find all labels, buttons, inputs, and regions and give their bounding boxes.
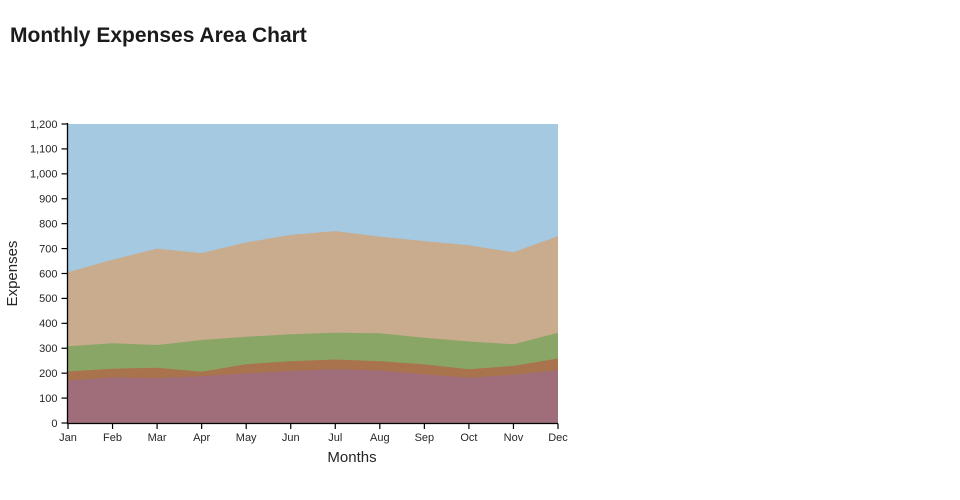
- y-tick-label: 600: [39, 268, 57, 280]
- x-tick-label: Feb: [103, 432, 122, 444]
- x-tick-label: Jul: [328, 432, 342, 444]
- area-series-4-red: [68, 358, 558, 423]
- area-series-group: [68, 124, 558, 423]
- y-tick-label: 800: [39, 218, 57, 230]
- area-series-3-green: [68, 332, 558, 423]
- y-tick-label: 900: [39, 194, 57, 206]
- x-tick-label: Apr: [193, 432, 210, 444]
- y-tick-label: 1,000: [30, 169, 58, 181]
- y-tick-label: 0: [51, 418, 57, 430]
- x-axis-title: Months: [327, 449, 376, 466]
- axes-group: 0 100 200 300 400 500 600 700 800 900 1,000 1,100 1,…: [30, 119, 568, 444]
- x-tick-label: Nov: [504, 432, 524, 444]
- x-tick-label: Jun: [282, 432, 300, 444]
- y-tick-label: 500: [39, 293, 57, 305]
- area-series-5-purple: [68, 369, 558, 423]
- x-tick-label: Sep: [415, 432, 435, 444]
- y-tick-label: 300: [39, 343, 57, 355]
- area-series-1-blue: [68, 124, 558, 423]
- y-tick-label: 100: [39, 393, 57, 405]
- x-tick-label: Dec: [548, 432, 568, 444]
- y-tick-label: 200: [39, 368, 57, 380]
- x-tick-label: Jan: [59, 432, 77, 444]
- x-tick-label: Mar: [148, 432, 167, 444]
- y-tick-label: 1,100: [30, 144, 58, 156]
- y-tick-label: 700: [39, 243, 57, 255]
- x-tick-label: Oct: [460, 432, 477, 444]
- y-tick-label: 400: [39, 318, 57, 330]
- area-series-2-orange: [68, 231, 558, 423]
- x-tick-label: Aug: [370, 432, 390, 444]
- chart-title: Monthly Expenses Area Chart: [10, 24, 307, 47]
- x-tick-label: May: [236, 432, 257, 444]
- y-tick-label: 1,200: [30, 119, 58, 131]
- y-axis-title: Expenses: [4, 241, 21, 307]
